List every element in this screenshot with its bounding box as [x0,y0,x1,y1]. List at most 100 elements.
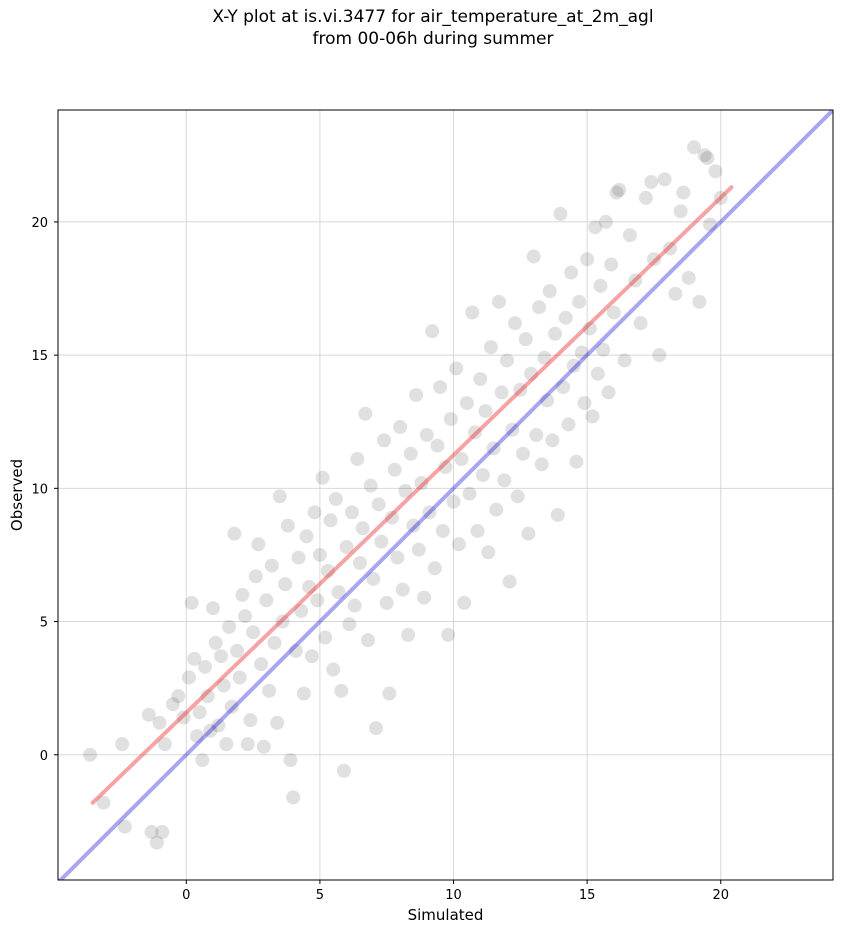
data-point [713,190,728,205]
data-point [278,577,293,592]
data-point [548,326,563,341]
data-point [537,350,552,365]
data-point [454,452,469,467]
data-point [270,715,285,730]
data-point [344,505,359,520]
data-point [385,510,400,525]
data-point [280,518,295,533]
data-point [486,441,501,456]
data-point [593,278,608,293]
data-point [612,182,627,197]
data-point [219,737,234,752]
data-point [425,324,440,339]
data-point [358,406,373,421]
data-point [633,316,648,331]
data-point [502,574,517,589]
data-point [556,380,571,395]
chart-title: X-Y plot at is.vi.3477 for air_temperatu… [0,6,843,50]
data-point [390,550,405,565]
fit-line [90,185,734,805]
data-point [524,366,539,381]
data-point [414,476,429,491]
data-point [377,433,392,448]
data-point [393,420,408,435]
data-point [590,366,605,381]
data-point [644,174,659,189]
data-point [395,582,410,597]
data-point [238,609,253,624]
data-point [457,595,472,610]
data-point [521,526,536,541]
data-point [542,284,557,299]
data-point [403,446,418,461]
data-point [427,561,442,576]
data-point [83,747,98,762]
data-point [673,204,688,219]
data-point [435,523,450,538]
data-point [606,305,621,320]
data-point [355,521,370,536]
data-point [387,462,402,477]
data-point [703,217,718,232]
data-point [532,300,547,315]
data-point [438,460,453,475]
scatter-points [83,140,728,850]
x-tick-label: 5 [316,888,324,903]
data-point [312,547,327,562]
data-point [572,294,587,309]
data-point [553,206,568,221]
data-point [700,150,715,165]
x-tick-label: 10 [445,888,462,903]
data-point [347,598,362,613]
data-point [668,286,683,301]
data-point [566,358,581,373]
data-point [155,825,170,840]
data-point [507,316,522,331]
data-point [662,241,677,256]
data-point [558,310,573,325]
x-tick-label: 15 [579,888,596,903]
data-point [307,505,322,520]
y-axis-ticks: 0 5 10 15 20 [31,216,58,764]
data-point [580,252,595,267]
data-point [197,659,212,674]
data-point [369,721,384,736]
data-point [361,633,375,648]
data-point [240,737,255,752]
data-point [304,649,319,664]
chart-title-line-1: X-Y plot at is.vi.3477 for air_temperatu… [212,7,654,27]
data-point [598,214,613,229]
data-point [652,348,667,363]
data-point [574,345,589,360]
data-point [336,763,351,778]
data-point [318,630,333,645]
data-point [622,228,637,243]
data-point [243,713,258,728]
data-point [398,484,413,499]
data-point [187,651,202,666]
data-point [411,542,426,557]
data-point [697,148,712,163]
data-point [171,689,186,704]
y-tick-label: 15 [31,349,48,364]
data-point [149,835,164,850]
plot-frame [57,109,834,881]
data-point [540,393,555,408]
data-point [326,662,341,677]
data-point [505,422,520,437]
data-point [96,795,111,810]
data-point [230,643,245,658]
data-point [246,625,261,640]
data-point [513,382,528,397]
data-point [497,473,512,488]
data-point [449,361,464,376]
data-point [446,494,461,509]
data-point [478,404,493,419]
data-point [406,518,421,533]
data-point [459,396,474,411]
chart-title-line-2: from 00-06h during summer [312,29,554,49]
data-point [176,710,191,725]
data-point [203,723,218,738]
data-point [534,457,549,472]
